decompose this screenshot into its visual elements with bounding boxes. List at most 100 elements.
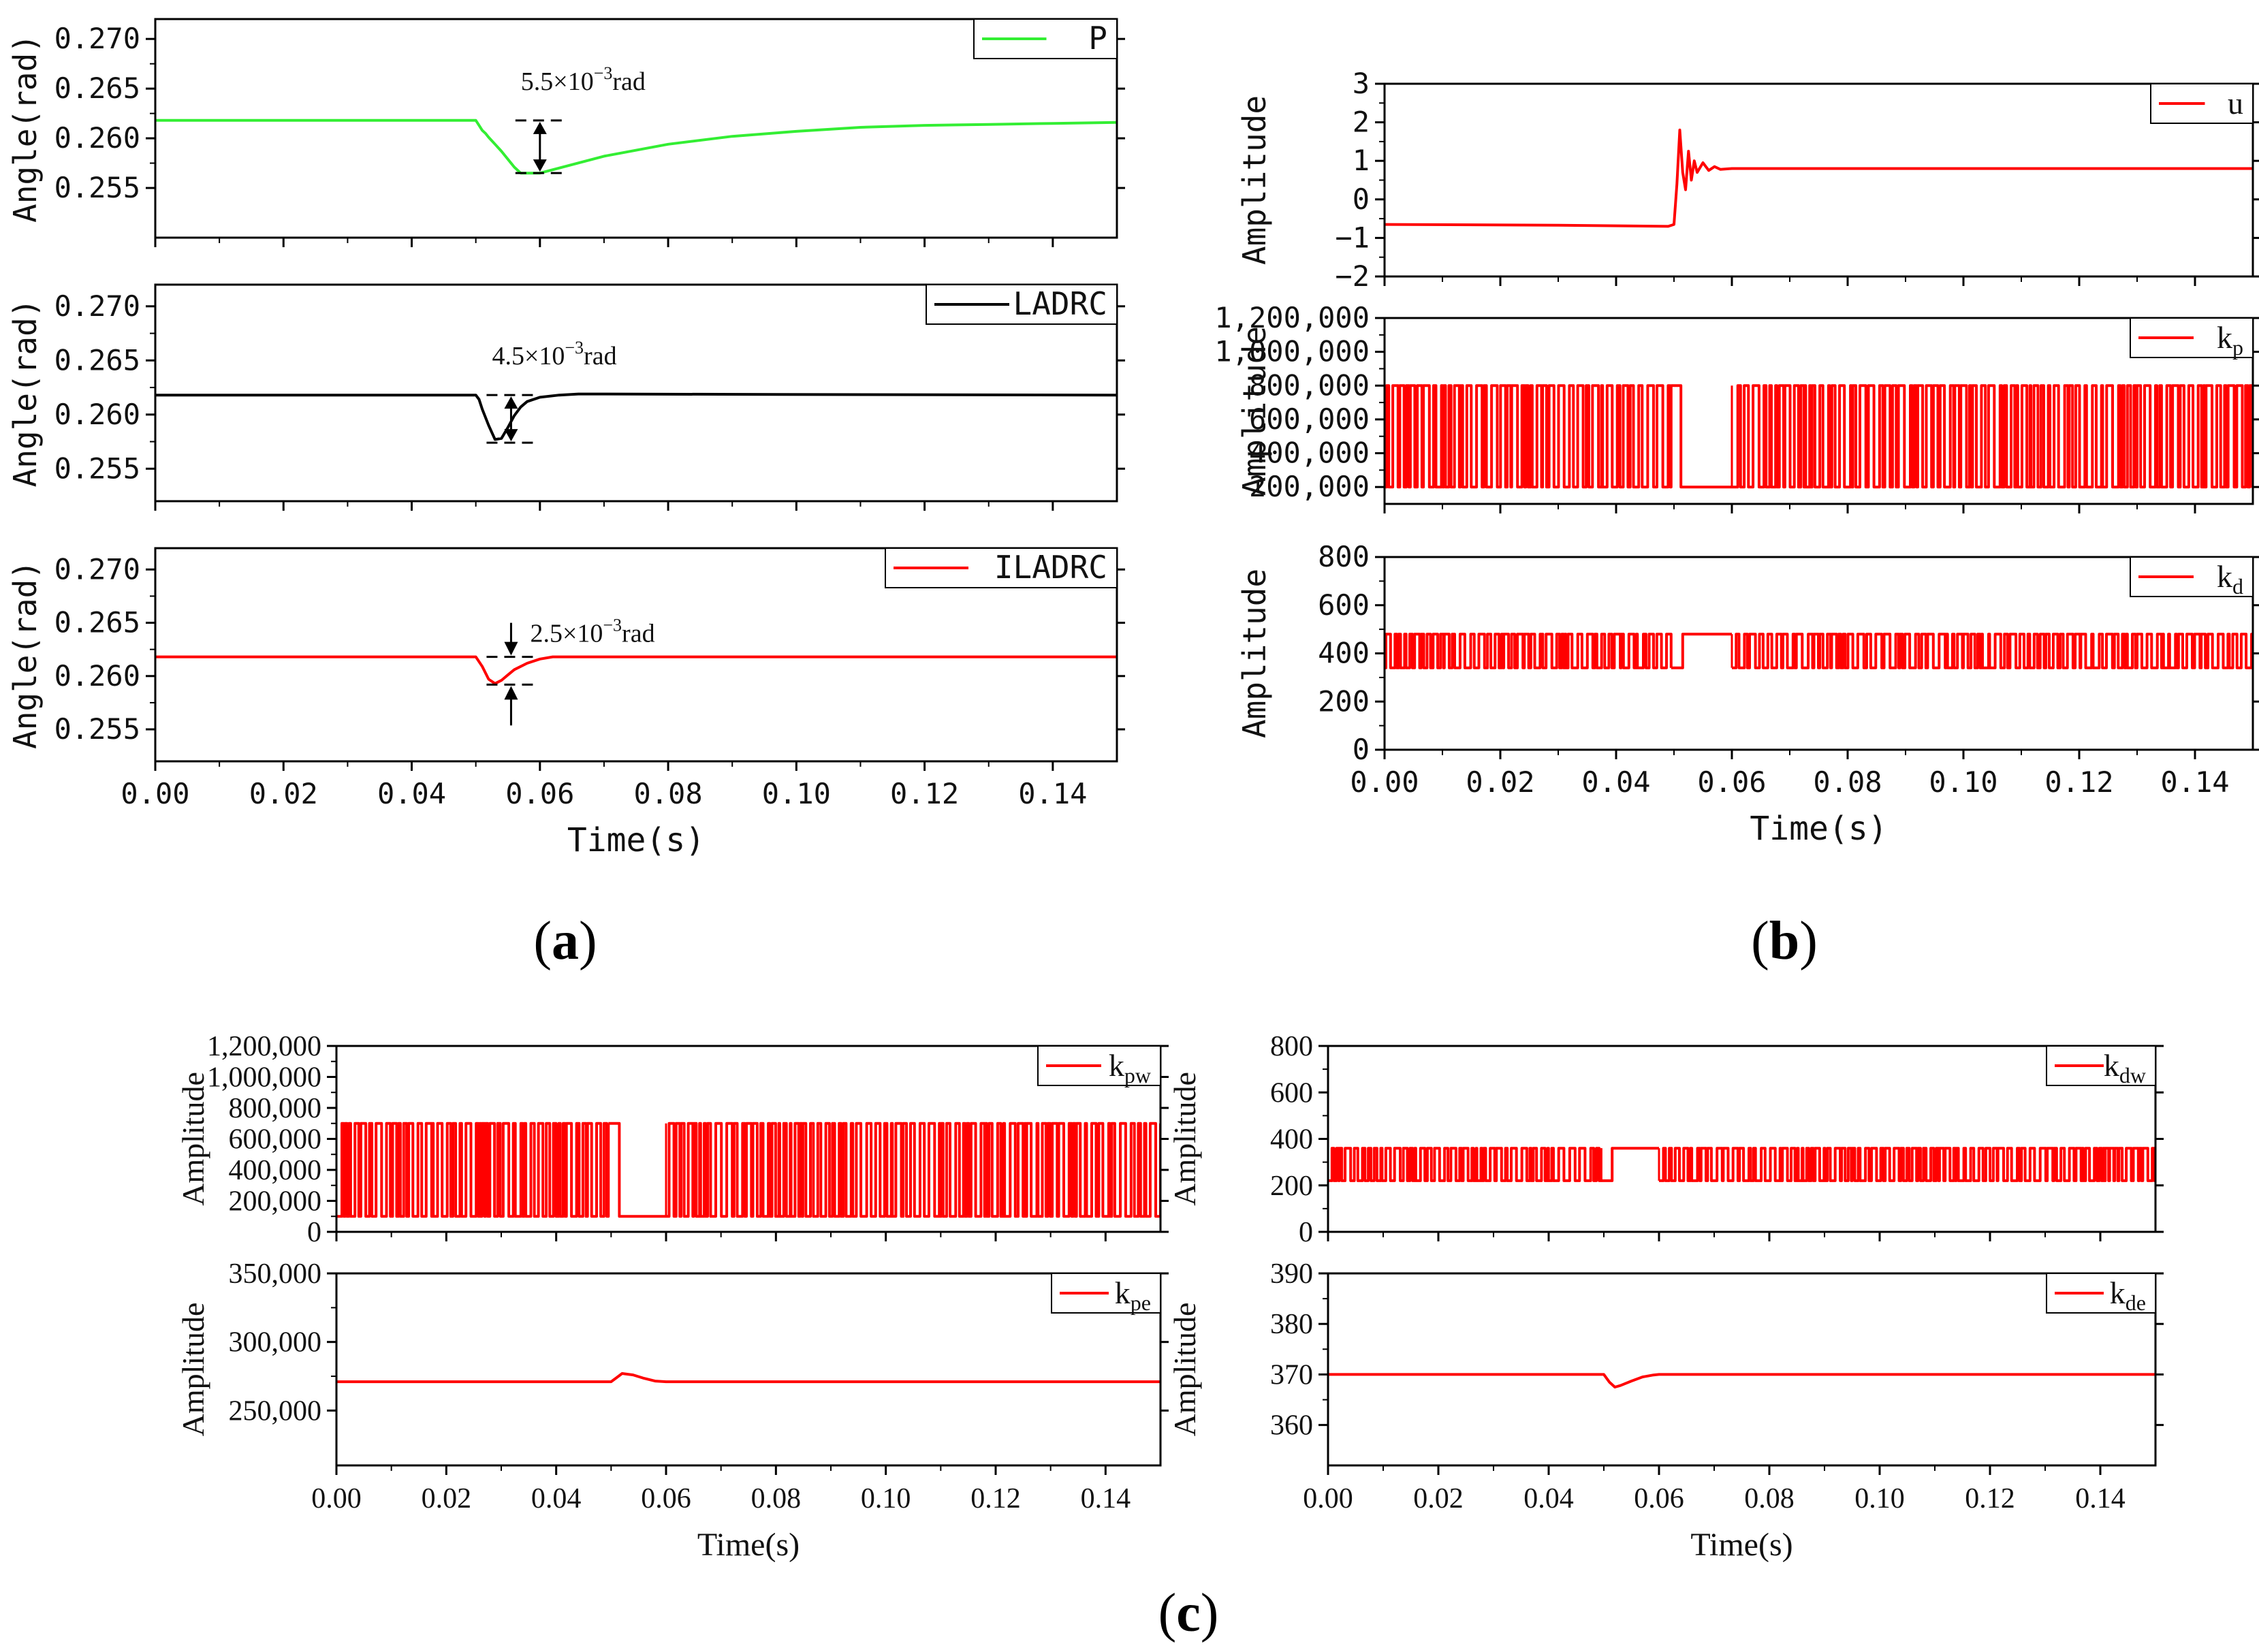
legend-box: [926, 284, 1118, 325]
caption-c: (c): [1158, 1583, 1219, 1643]
y-tick-label: 0.270: [54, 22, 140, 55]
series-kde-line: [1328, 1373, 2155, 1388]
plot-frame: [1383, 556, 2254, 751]
y-axis-label: Angle(rad): [7, 560, 44, 749]
chart-a1: 0.255 0.260 0.265 0.270 Angle(rad) P 5.5×10−3r…: [7, 18, 1125, 247]
y-tick-label: 0.265: [54, 72, 140, 105]
x-tick-label: 0.06: [1634, 1483, 1684, 1514]
y-tick-label: 0.260: [54, 398, 140, 431]
y-tick-label: 0.270: [54, 552, 140, 586]
annotation-arrowhead: [504, 686, 518, 700]
x-tick-label: 0.04: [1523, 1483, 1574, 1514]
y-tick-label: 600: [1270, 1077, 1313, 1109]
chart-b3: 0 200 400 600 800 0.00 0.02 0.04 0.06 0.08 0.10 0.1…: [1236, 540, 2259, 848]
y-tick-label: −1: [1335, 221, 1370, 254]
x-tick-label: 0.14: [2075, 1483, 2126, 1514]
x-tick-label: 0.00: [311, 1483, 362, 1514]
x-tick-label: 0.10: [861, 1483, 911, 1514]
legend: kd: [2130, 556, 2254, 599]
x-tick-label: 0.00: [1350, 765, 1419, 799]
legend: u: [2150, 83, 2254, 124]
series-LADRC-line: [155, 392, 1117, 441]
x-tick-label: 0.12: [890, 777, 959, 810]
y-tick-label: 2: [1353, 106, 1370, 139]
x-tick-label: 0.08: [1744, 1483, 1795, 1514]
y-tick-label: 800,000: [1249, 368, 1370, 402]
series-kpe-line: [336, 1372, 1160, 1384]
y-tick-label: 1,200,000: [207, 1031, 321, 1062]
y-tick-label: 390: [1270, 1258, 1313, 1290]
chart-b2: 200,000400,000600,000800,0001,000,0001,2…: [1214, 301, 2259, 513]
y-tick-label: 800: [1318, 540, 1370, 573]
y-tick-label: 0.255: [54, 171, 140, 204]
plots-layer: 0.255 0.260 0.265 0.270 Angle(rad) P 5.5×10−3r…: [7, 18, 2259, 1563]
annotation-arrowhead: [533, 121, 547, 134]
legend: kde: [2046, 1273, 2156, 1315]
y-axis-label: Amplitude: [1236, 326, 1273, 496]
x-tick-label: 0.04: [531, 1483, 582, 1514]
y-tick-label: 0.255: [54, 712, 140, 746]
y-axis-label: Angle(rad): [7, 299, 44, 488]
y-tick-label: 800,000: [229, 1093, 322, 1124]
x-tick-label: 0.14: [2160, 765, 2229, 799]
plot-frame: [1383, 82, 2254, 278]
x-tick-label: 0.14: [1081, 1483, 1131, 1514]
x-tick-label: 0.00: [121, 777, 189, 810]
y-axis-label: Angle(rad): [7, 34, 44, 223]
legend: LADRC: [926, 284, 1118, 325]
chart-a3: 0.255 0.260 0.265 0.270 0.00 0.02 0.04 0.06 0.08…: [7, 547, 1125, 859]
y-tick-label: 370: [1270, 1359, 1313, 1391]
y-tick-label: 400,000: [229, 1155, 322, 1186]
x-tick-label: 0.10: [762, 777, 831, 810]
y-tick-label: −2: [1335, 259, 1370, 293]
x-axis-label: Time(s): [1690, 1527, 1792, 1563]
chart-c2: 250,000 300,000 350,000 0.00 0.02 0.04 0.06 0.0…: [176, 1258, 1169, 1563]
y-tick-label: 380: [1270, 1309, 1313, 1340]
x-tick-label: 0.06: [641, 1483, 691, 1514]
y-tick-label: 0: [1299, 1217, 1313, 1248]
series-ILADRC-line: [155, 655, 1117, 685]
annotation-arrowhead: [504, 396, 518, 409]
legend: kdw: [2046, 1045, 2156, 1087]
chart-a2: 0.255 0.260 0.265 0.270 Angle(rad) LADRC 4.5×1…: [7, 283, 1125, 511]
y-tick-label: 600,000: [229, 1124, 322, 1156]
series-P-line: [155, 118, 1117, 175]
legend: kpe: [1051, 1273, 1161, 1315]
y-tick-label: 1,000,000: [1214, 335, 1370, 368]
y-tick-label: 3: [1353, 67, 1370, 100]
plot-frame: [1327, 1045, 2157, 1233]
caption-b: (b): [1751, 911, 1818, 971]
x-tick-label: 0.08: [633, 777, 702, 810]
series-kpw-line: [336, 1122, 1160, 1218]
legend: P: [973, 18, 1118, 59]
y-tick-label: 400,000: [1249, 436, 1370, 470]
y-tick-label: 350,000: [229, 1258, 322, 1290]
y-tick-label: 200,000: [1249, 470, 1370, 503]
plot-frame: [1383, 317, 2254, 505]
plot-frame: [154, 283, 1118, 503]
y-tick-label: 0.265: [54, 606, 140, 639]
plot-frame: [154, 547, 1118, 763]
y-tick-label: 800: [1270, 1031, 1313, 1062]
plot-frame: [1327, 1272, 2157, 1467]
y-tick-label: 300,000: [229, 1327, 322, 1359]
legend-label: LADRC: [1013, 285, 1107, 322]
y-tick-label: 1,200,000: [1214, 301, 1370, 334]
x-axis-label: Time(s): [567, 821, 705, 859]
y-tick-label: 600: [1318, 588, 1370, 622]
x-tick-label: 0.02: [1413, 1483, 1464, 1514]
x-tick-label: 0.10: [1929, 765, 1997, 799]
x-axis-label: Time(s): [1750, 810, 1887, 848]
y-tick-label: 0.260: [54, 121, 140, 155]
x-tick-label: 0.10: [1854, 1483, 1905, 1514]
y-tick-label: 0.270: [54, 289, 140, 323]
x-tick-label: 0.02: [249, 777, 318, 810]
x-tick-label: 0.12: [1965, 1483, 2015, 1514]
y-tick-label: 400: [1270, 1124, 1313, 1156]
annotation: 4.5×10−3rad: [486, 338, 617, 444]
x-tick-label: 0.14: [1018, 777, 1087, 810]
y-tick-label: 250,000: [229, 1395, 322, 1427]
x-tick-label: 0.06: [1697, 765, 1766, 799]
annotation: 5.5×10−3rad: [515, 63, 646, 174]
x-tick-label: 0.00: [1303, 1483, 1353, 1514]
